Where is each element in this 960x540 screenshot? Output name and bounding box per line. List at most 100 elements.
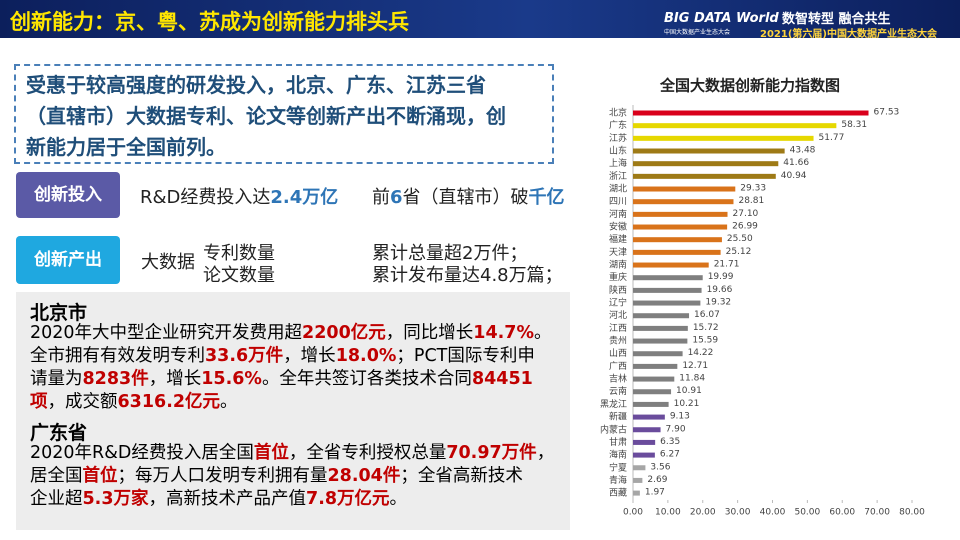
x-tick-label: 60.00 [829, 508, 855, 518]
paragraph-line: 企业超5.3万家，高新技术产品产值7.8万亿元。 [30, 488, 554, 511]
bar [633, 401, 669, 407]
text-segment: 2020年R&D经费投入居全国 [30, 443, 254, 463]
value-label: 58.31 [841, 120, 867, 130]
output-item: 专利数量 [203, 243, 275, 264]
text-segment: 84451 [471, 369, 533, 389]
y-tick-label: 浙江 [609, 170, 627, 182]
slogan: 数智转型 融合共生 [782, 12, 891, 27]
paragraph-line: 全市拥有有效发明专利33.6万件，增长18.0%；PCT国际专利申 [30, 345, 551, 368]
y-tick-label: 贵州 [609, 335, 627, 347]
paragraph-line: 项，成交额6316.2亿元。 [30, 391, 551, 414]
logo: BIG DATA World [664, 11, 779, 26]
value-label: 27.10 [733, 209, 759, 219]
text-segment: 前 [372, 187, 390, 208]
text-segment: 28.04件 [327, 466, 401, 486]
text-segment: ，高新技术产品产值 [148, 489, 307, 509]
investment-label: 创新投入 [16, 172, 120, 218]
bar [633, 465, 646, 471]
value-label: 1.97 [645, 488, 665, 498]
y-tick-label: 辽宁 [609, 297, 627, 309]
y-tick-label: 福建 [609, 233, 627, 245]
section-heading: 北京市 [30, 302, 88, 324]
value-label: 14.22 [688, 348, 714, 358]
investment-text: 前6省（直辖市）破千亿 [372, 183, 565, 209]
paragraph-line: 居全国首位；每万人口发明专利拥有量28.04件；全省高新技术 [30, 465, 554, 488]
text-segment: 33.6万件 [205, 346, 284, 366]
text-segment: 15.6% [201, 369, 262, 389]
event-name: 2021(第六届)中国大数据产业生态大会 [760, 29, 937, 40]
value-label: 43.48 [790, 146, 816, 156]
bar [633, 389, 672, 395]
bar [633, 325, 688, 331]
y-tick-label: 湖北 [609, 184, 627, 195]
y-tick-label: 天津 [609, 247, 627, 258]
text-segment: 居全国 [30, 466, 83, 486]
y-tick-label: 山西 [609, 348, 627, 359]
value-label: 25.12 [726, 247, 752, 257]
value-label: 15.72 [693, 323, 719, 333]
value-label: 51.77 [819, 133, 845, 143]
text-segment: 。 [389, 489, 408, 509]
y-tick-label: 湖南 [609, 259, 627, 271]
x-tick-label: 50.00 [794, 508, 820, 518]
x-tick-label: 20.00 [690, 508, 716, 518]
bar [633, 186, 736, 192]
bar [633, 477, 643, 483]
bar [633, 439, 656, 445]
value-label: 15.59 [692, 336, 718, 346]
bar [633, 110, 869, 116]
value-label: 28.81 [738, 196, 764, 206]
bar [633, 287, 702, 293]
y-tick-label: 河南 [609, 208, 627, 220]
chart-title: 全国大数据创新能力指数图 [659, 77, 840, 95]
y-tick-label: 山东 [609, 145, 627, 157]
section-paragraph: 2020年R&D经费投入居全国首位，全省专利授权总量70.97万件， 居全国首位；… [30, 442, 554, 511]
text-segment: 8283件 [82, 369, 149, 389]
value-label: 19.99 [708, 272, 734, 282]
y-tick-label: 安徽 [609, 221, 627, 233]
text-segment: 5.3万家 [82, 489, 149, 509]
text-segment: ，全省专利授权总量 [288, 443, 447, 463]
text-segment: ；PCT国际专利申 [396, 346, 535, 366]
bar [633, 452, 655, 458]
text-segment: 6316.2亿元 [117, 392, 221, 412]
y-tick-label: 重庆 [609, 271, 627, 283]
text-segment: 。全年共签订各类技术合同 [261, 369, 472, 389]
text-segment: 项 [30, 392, 48, 412]
text-segment: 2020年大中型企业研究开发费用超 [30, 323, 303, 343]
text-segment: 千亿 [528, 187, 565, 208]
output-result: 累计发布量达4.8万篇； [372, 265, 563, 286]
slide-title: 创新能力：京、粤、苏成为创新能力排头兵 [10, 10, 409, 34]
y-tick-label: 云南 [609, 385, 627, 397]
y-tick-label: 海南 [609, 449, 627, 461]
value-label: 26.99 [732, 222, 758, 232]
text-segment: 首位 [253, 443, 289, 463]
value-label: 16.07 [694, 310, 720, 320]
value-label: 2.69 [647, 475, 667, 485]
value-label: 67.53 [874, 108, 900, 118]
bar [633, 199, 734, 205]
output-subject: 大数据 [141, 252, 195, 273]
value-label: 29.33 [740, 184, 766, 194]
intro-box: 受惠于较高强度的研发投入，北京、广东、江苏三省 （直辖市）大数据专利、论文等创新… [14, 64, 554, 164]
bar [633, 414, 665, 420]
value-label: 25.50 [727, 234, 753, 244]
x-tick-label: 40.00 [760, 508, 786, 518]
logo-subtitle: 中国大数据产业生态大会 [664, 29, 731, 36]
paragraph-line: 2020年R&D经费投入居全国首位，全省专利授权总量70.97万件， [30, 442, 554, 465]
text-segment: 18.0% [335, 346, 397, 366]
y-tick-label: 西藏 [609, 487, 627, 499]
x-tick-label: 30.00 [725, 508, 751, 518]
bar [633, 338, 688, 344]
y-tick-label: 陕西 [609, 284, 627, 296]
bar [633, 224, 728, 230]
intro-line: 新能力居于全国前列。 [26, 135, 226, 159]
y-tick-label: 江苏 [609, 132, 627, 144]
value-label: 11.84 [679, 374, 705, 384]
value-label: 41.66 [783, 158, 809, 168]
output-result: 累计总量超2万件； [372, 243, 528, 264]
value-label: 9.13 [670, 412, 690, 422]
text-segment: 全市拥有有效发明专利 [30, 346, 205, 366]
intro-line: 受惠于较高强度的研发投入，北京、广东、江苏三省 [26, 73, 486, 97]
